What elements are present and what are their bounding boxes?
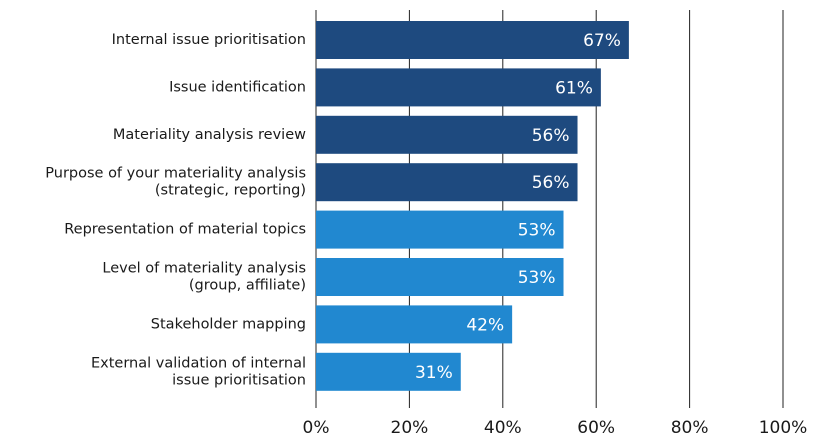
x-tick-label: 100% <box>759 418 808 438</box>
bar <box>316 115 578 154</box>
bar <box>316 68 601 107</box>
category-label: Level of materiality analysis (group, aff… <box>102 261 306 294</box>
bar <box>316 352 461 391</box>
value-label: 42% <box>466 315 504 335</box>
category-label: Materiality analysis review <box>113 127 306 143</box>
x-tick-label: 20% <box>391 418 429 438</box>
x-tick-label: 60% <box>577 418 615 438</box>
bar <box>316 21 629 59</box>
value-label: 53% <box>518 268 556 288</box>
value-label: 31% <box>415 363 453 383</box>
value-label: 56% <box>532 126 570 146</box>
bar <box>316 210 564 249</box>
x-tick-label: 40% <box>484 418 522 438</box>
category-label: Internal issue prioritisation <box>112 32 306 48</box>
category-label: External validation of internal issue pri… <box>91 355 306 388</box>
category-label: Purpose of your materiality analysis (str… <box>45 166 306 199</box>
value-label: 61% <box>555 78 593 98</box>
value-label: 67% <box>583 31 621 51</box>
x-tick-label: 0% <box>303 418 330 438</box>
value-label: 53% <box>518 221 556 241</box>
category-label: Stakeholder mapping <box>151 316 306 332</box>
bar <box>316 305 513 344</box>
value-label: 56% <box>532 173 570 193</box>
category-label: Representation of material topics <box>64 222 306 238</box>
bar <box>316 258 564 296</box>
category-label: Issue identification <box>169 79 306 95</box>
bar <box>316 163 578 202</box>
x-tick-label: 80% <box>671 418 709 438</box>
